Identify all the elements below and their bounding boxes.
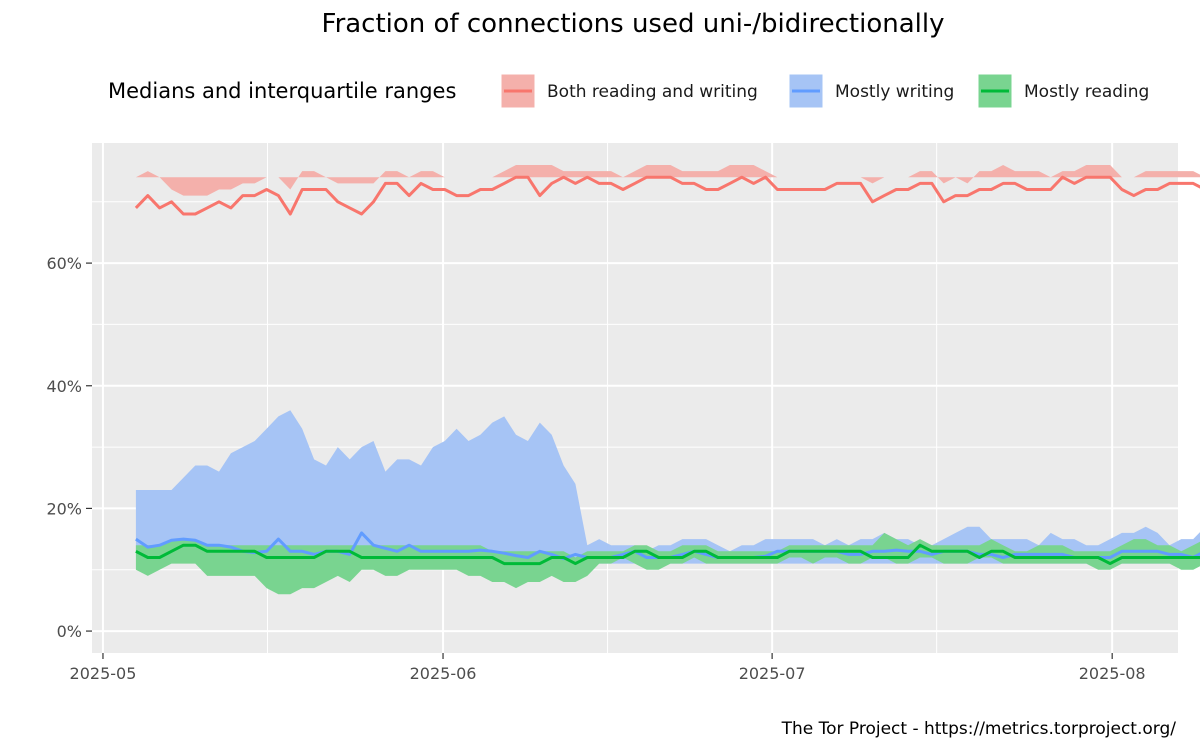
y-tick-label: 0% [57, 622, 82, 641]
y-tick-label: 60% [46, 254, 82, 273]
legend-label: Mostly writing [835, 82, 954, 102]
legend-item: Both reading and writing [500, 73, 758, 109]
ribbon-both-reading-and-writing [135, 165, 1200, 196]
x-tick-label: 2025-08 [1079, 664, 1146, 683]
chart-title: Fraction of connections used uni-/bidire… [322, 9, 945, 39]
y-tick-label: 20% [46, 499, 82, 518]
legend-label: Mostly reading [1024, 82, 1149, 102]
plot-area [86, 143, 1200, 653]
x-tick-label: 2025-07 [739, 664, 806, 683]
legend-item: Mostly writing [788, 73, 954, 109]
legend-label: Both reading and writing [547, 82, 758, 102]
legend-item: Mostly reading [977, 73, 1149, 109]
ribbon-mostly-writing [135, 410, 1200, 570]
median-line-both-reading-and-writing [134, 175, 1200, 216]
caption: The Tor Project - https://metrics.torpro… [781, 719, 1177, 739]
y-tick-label: 40% [46, 377, 82, 396]
legend: Medians and interquartile ranges Both re… [108, 73, 1149, 109]
median-line-mostly-reading [135, 543, 1200, 566]
legend-title: Medians and interquartile ranges [108, 79, 456, 103]
x-tick-label: 2025-06 [410, 664, 477, 683]
x-tick-label: 2025-05 [70, 664, 137, 683]
panel-background [92, 143, 1178, 653]
